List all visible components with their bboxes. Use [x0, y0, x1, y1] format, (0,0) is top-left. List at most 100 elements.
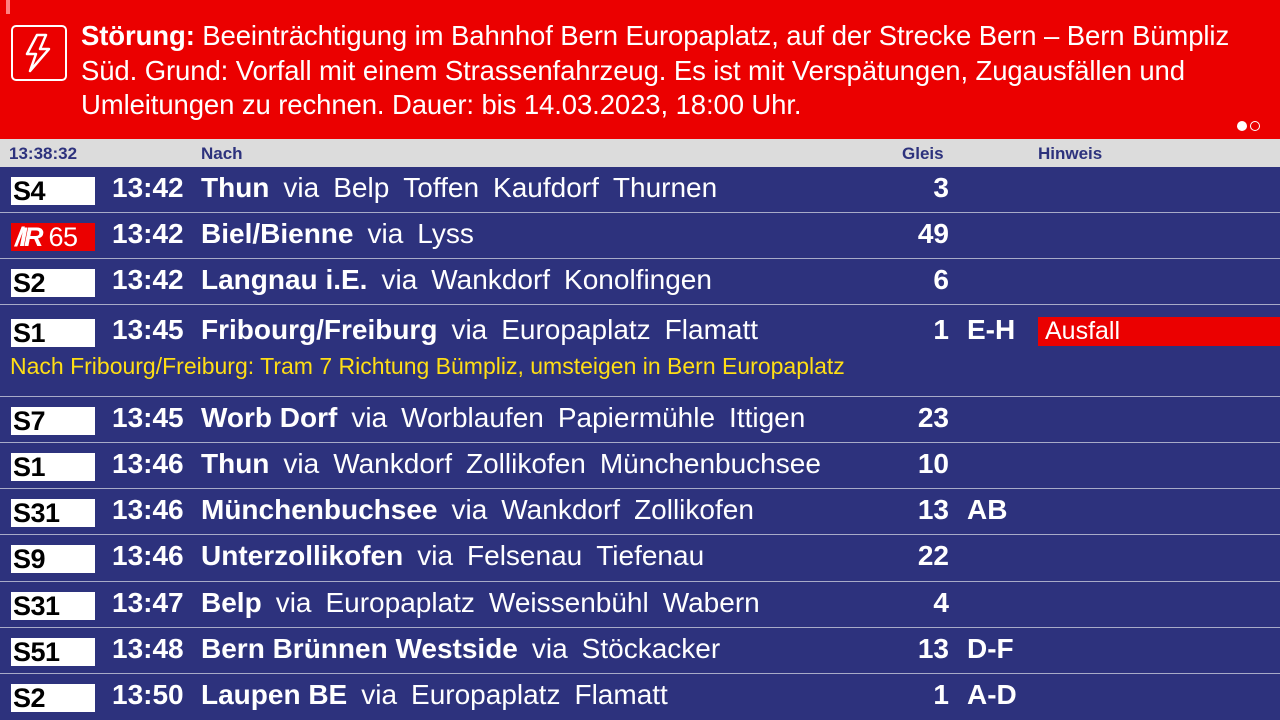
disruption-prefix: Störung: [81, 20, 195, 51]
destination-name: Biel/Bienne [201, 218, 354, 249]
platform: 13 [917, 494, 949, 525]
departure-time: 13:45 [112, 402, 184, 433]
banner-progress-tick [6, 0, 10, 14]
destination-name: Fribourg/Freiburg [201, 314, 438, 345]
via-stop: Lyss [417, 218, 474, 249]
destination-name: Laupen BE [201, 679, 348, 710]
departure-time: 13:46 [112, 540, 184, 571]
via-label: via [417, 540, 454, 571]
page-dot-active [1237, 121, 1247, 131]
destination-name: Langnau i.E. [201, 264, 368, 295]
via-stop: Belp [333, 172, 390, 203]
departure-row: S2 13:42 Langnau i.E. via Wankdorf Konolfinge… [0, 259, 1280, 305]
departure-time: 13:47 [112, 587, 184, 618]
platform-sector: A-D [967, 679, 1017, 710]
departure-row: S4 13:42 Thun via Belp Toffen Kaufdorf Thurnen 3 [0, 167, 1280, 213]
line-badge: S4 [11, 177, 95, 205]
via-label: via [283, 448, 320, 479]
destination: Thun via Belp Toffen Kaufdorf Thurnen [201, 172, 731, 204]
line-badge: S1 [11, 453, 95, 481]
via-stop: Stöckacker [581, 633, 721, 664]
page-indicator [1237, 118, 1263, 136]
platform: 3 [933, 172, 949, 203]
departure-row: S51 13:48 Bern Brünnen Westside via Stöckack… [0, 628, 1280, 674]
line-badge: S7 [11, 407, 95, 435]
departure-time: 13:48 [112, 633, 184, 664]
line-badge: S9 [11, 545, 95, 573]
via-stop: Zollikofen [466, 448, 586, 479]
via-stop: Thurnen [612, 172, 718, 203]
line-badge: S1 [11, 319, 95, 347]
disruption-message: Störung: Beeinträchtigung im Bahnhof Ber… [81, 19, 1271, 123]
via-label: via [531, 633, 568, 664]
via-stop: Wankdorf [431, 264, 551, 295]
destination-name: Belp [201, 587, 262, 618]
destination-name: Thun [201, 172, 270, 203]
line-badge-number: 65 [48, 222, 79, 252]
destination: Bern Brünnen Westside via Stöckacker [201, 633, 734, 665]
destination: Münchenbuchsee via Wankdorf Zollikofen [201, 494, 768, 526]
departure-row: S9 13:46 Unterzollikofen via Felsenau Tiefena… [0, 535, 1280, 582]
departure-row: /IR 65 13:42 Biel/Bienne via Lyss 49 [0, 213, 1280, 259]
departure-remark: Nach Fribourg/Freiburg: Tram 7 Richtung … [10, 353, 845, 379]
clock: 13:38:32 [9, 144, 78, 163]
destination: Biel/Bienne via Lyss [201, 218, 488, 250]
disruption-banner: Störung: Beeinträchtigung im Bahnhof Ber… [0, 0, 1280, 139]
departure-time: 13:50 [112, 679, 184, 710]
via-label: via [381, 264, 418, 295]
via-stop: Zollikofen [634, 494, 754, 525]
platform-column-label: Gleis [902, 144, 944, 163]
departure-row: S31 13:47 Belp via Europaplatz Weissenbühl Wab… [0, 582, 1280, 628]
via-label: via [451, 494, 488, 525]
line-badge: S31 [11, 499, 95, 527]
platform-sector: D-F [967, 633, 1014, 664]
departure-row: S1 13:45 Fribourg/Freiburg via Europaplatz Fl… [0, 305, 1280, 397]
platform: 13 [917, 633, 949, 664]
departure-row: S31 13:46 Münchenbuchsee via Wankdorf Zolliko… [0, 489, 1280, 535]
departure-row: S2 13:50 Laupen BE via Europaplatz Flamatt 1 A-… [0, 674, 1280, 720]
via-stop: Wankdorf [333, 448, 452, 479]
destination-column-label: Nach [201, 144, 243, 163]
line-badge: /IR 65 [11, 223, 95, 251]
via-stop: Flamatt [574, 679, 668, 710]
platform-sector: E-H [967, 314, 1016, 345]
platform: 10 [917, 448, 949, 479]
departure-time: 13:45 [112, 314, 184, 345]
platform: 49 [917, 218, 949, 249]
departure-row: S7 13:45 Worb Dorf via Worblaufen Papiermühle… [0, 397, 1280, 443]
line-badge: S2 [11, 684, 95, 712]
destination-name: Münchenbuchsee [201, 494, 438, 525]
destination-name: Worb Dorf [201, 402, 338, 433]
via-stop: Wabern [662, 587, 760, 618]
via-stop: Konolfingen [564, 264, 712, 295]
via-label: via [351, 402, 388, 433]
via-stop: Flamatt [664, 314, 759, 345]
via-stop: Tiefenau [596, 540, 705, 571]
via-stop: Papiermühle [557, 402, 716, 433]
notice-column-label: Hinweis [1038, 144, 1103, 163]
destination: Unterzollikofen via Felsenau Tiefenau [201, 540, 718, 572]
lightning-icon [11, 25, 67, 81]
destination: Fribourg/Freiburg via Europaplatz Flamatt [201, 314, 772, 346]
destination: Langnau i.E. via Wankdorf Konolfingen [201, 264, 726, 296]
via-label: via [367, 218, 404, 249]
cancellation-notice: Ausfall [1038, 317, 1280, 346]
board-header: 13:38:32 Nach Gleis Hinweis [0, 139, 1280, 167]
destination: Thun via Wankdorf Zollikofen Münchenbuchsee [201, 448, 835, 480]
disruption-text: Beeinträchtigung im Bahnhof Bern Europap… [81, 20, 1230, 120]
via-stop: Europaplatz [501, 314, 651, 345]
destination-name: Bern Brünnen Westside [201, 633, 518, 664]
via-stop: Weissenbühl [488, 587, 649, 618]
destination-name: Thun [201, 448, 270, 479]
line-badge-logo: /IR [15, 222, 43, 252]
destination-name: Unterzollikofen [201, 540, 404, 571]
platform: 4 [933, 587, 949, 618]
departure-row: S1 13:46 Thun via Wankdorf Zollikofen Münchenb… [0, 443, 1280, 489]
page-dot-inactive [1250, 121, 1260, 131]
departure-time: 13:42 [112, 172, 184, 203]
platform: 23 [917, 402, 949, 433]
departure-time: 13:42 [112, 218, 184, 249]
departure-time: 13:46 [112, 494, 184, 525]
platform: 22 [917, 540, 949, 571]
via-stop: Europaplatz [411, 679, 561, 710]
